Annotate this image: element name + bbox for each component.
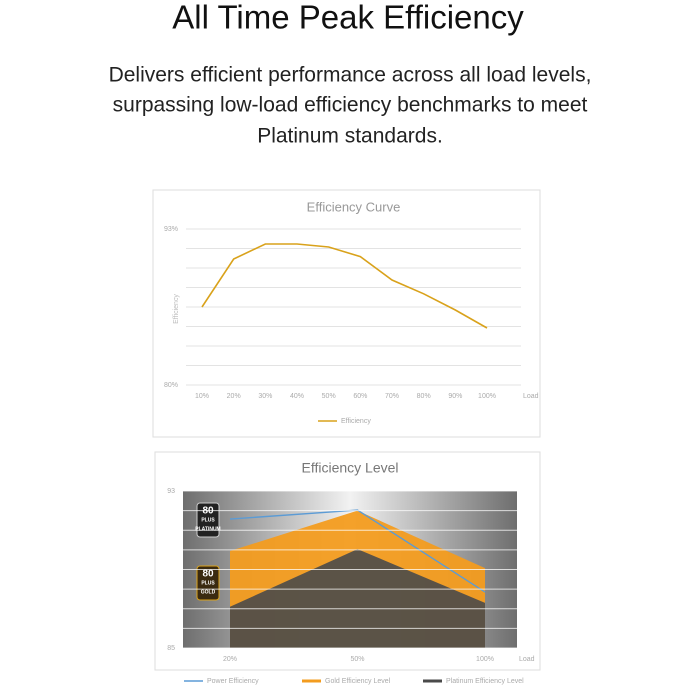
chart-title: Efficiency Curve bbox=[307, 199, 401, 214]
x-axis-label: Load bbox=[523, 393, 539, 400]
x-tick-label: 20% bbox=[223, 656, 237, 663]
x-tick-label: 50% bbox=[322, 393, 336, 400]
badge bbox=[196, 502, 220, 538]
y-tick-label: 80% bbox=[164, 382, 178, 389]
y-tick-label: 85 bbox=[167, 645, 175, 652]
subtitle-line: surpassing low-load efficiency benchmark… bbox=[113, 94, 588, 117]
y-tick-label: 93 bbox=[167, 488, 175, 495]
badge-text: PLATINUM bbox=[195, 526, 220, 532]
x-tick-label: 60% bbox=[353, 393, 367, 400]
subtitle-line: Platinum standards. bbox=[257, 125, 443, 148]
x-tick-label: 40% bbox=[290, 393, 304, 400]
badge-text: PLUS bbox=[201, 580, 215, 586]
data-line bbox=[229, 509, 486, 593]
x-tick-label: 30% bbox=[258, 393, 272, 400]
x-tick-label: 100% bbox=[476, 656, 494, 663]
badge-text: PLUS bbox=[201, 517, 215, 523]
legend-label: Power Efficiency bbox=[207, 678, 259, 685]
area-band bbox=[230, 549, 485, 648]
page-title: All Time Peak Efficiency bbox=[172, 0, 524, 36]
subtitle-line: Delivers efficient performance across al… bbox=[109, 64, 592, 87]
x-tick-label: 70% bbox=[385, 393, 399, 400]
legend-label: Efficiency bbox=[341, 418, 371, 425]
chart-title: Efficiency Level bbox=[301, 460, 398, 476]
y-axis-label: Efficiency bbox=[173, 294, 180, 324]
badge-text: GOLD bbox=[201, 589, 216, 595]
badge-text: 80 bbox=[202, 569, 214, 580]
x-tick-label: 20% bbox=[227, 393, 241, 400]
x-tick-label: 50% bbox=[350, 656, 364, 663]
badge bbox=[196, 565, 220, 601]
x-axis-label: Load bbox=[519, 656, 535, 663]
legend-label: Gold Efficiency Level bbox=[325, 678, 391, 685]
data-line bbox=[201, 243, 488, 329]
x-tick-label: 10% bbox=[195, 393, 209, 400]
x-tick-label: 100% bbox=[478, 393, 496, 400]
y-tick-label: 93% bbox=[164, 226, 178, 233]
x-tick-label: 90% bbox=[448, 393, 462, 400]
chart-frame bbox=[152, 189, 541, 438]
x-tick-label: 80% bbox=[417, 393, 431, 400]
legend-label: Platinum Efficiency Level bbox=[446, 678, 524, 685]
badge-text: 80 bbox=[202, 506, 214, 517]
